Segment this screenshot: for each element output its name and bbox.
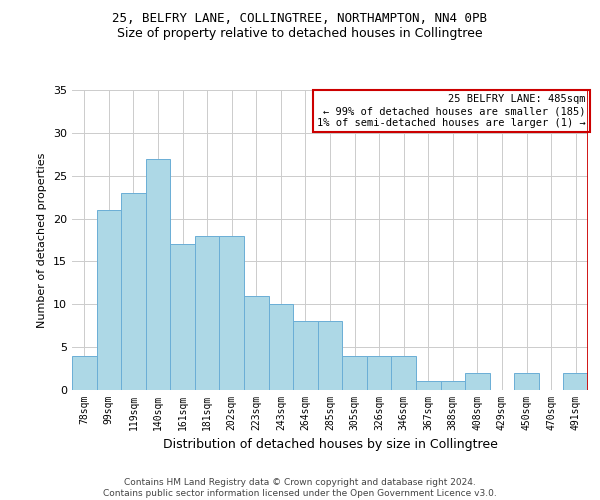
Bar <box>121 193 146 390</box>
Bar <box>465 373 490 390</box>
Bar <box>72 356 97 390</box>
Text: 25, BELFRY LANE, COLLINGTREE, NORTHAMPTON, NN4 0PB: 25, BELFRY LANE, COLLINGTREE, NORTHAMPTO… <box>113 12 487 26</box>
Bar <box>318 322 342 390</box>
Text: 25 BELFRY LANE: 485sqm
← 99% of detached houses are smaller (185)
1% of semi-det: 25 BELFRY LANE: 485sqm ← 99% of detached… <box>317 94 586 128</box>
Bar <box>293 322 318 390</box>
Bar <box>563 373 588 390</box>
Bar <box>440 382 465 390</box>
Bar <box>146 158 170 390</box>
Bar <box>244 296 269 390</box>
Text: Contains HM Land Registry data © Crown copyright and database right 2024.
Contai: Contains HM Land Registry data © Crown c… <box>103 478 497 498</box>
Bar <box>514 373 539 390</box>
Bar <box>391 356 416 390</box>
Bar <box>170 244 195 390</box>
X-axis label: Distribution of detached houses by size in Collingtree: Distribution of detached houses by size … <box>163 438 497 452</box>
Bar <box>195 236 220 390</box>
Y-axis label: Number of detached properties: Number of detached properties <box>37 152 47 328</box>
Bar <box>342 356 367 390</box>
Bar <box>220 236 244 390</box>
Bar <box>269 304 293 390</box>
Bar <box>416 382 440 390</box>
Bar <box>97 210 121 390</box>
Bar <box>367 356 391 390</box>
Text: Size of property relative to detached houses in Collingtree: Size of property relative to detached ho… <box>117 28 483 40</box>
